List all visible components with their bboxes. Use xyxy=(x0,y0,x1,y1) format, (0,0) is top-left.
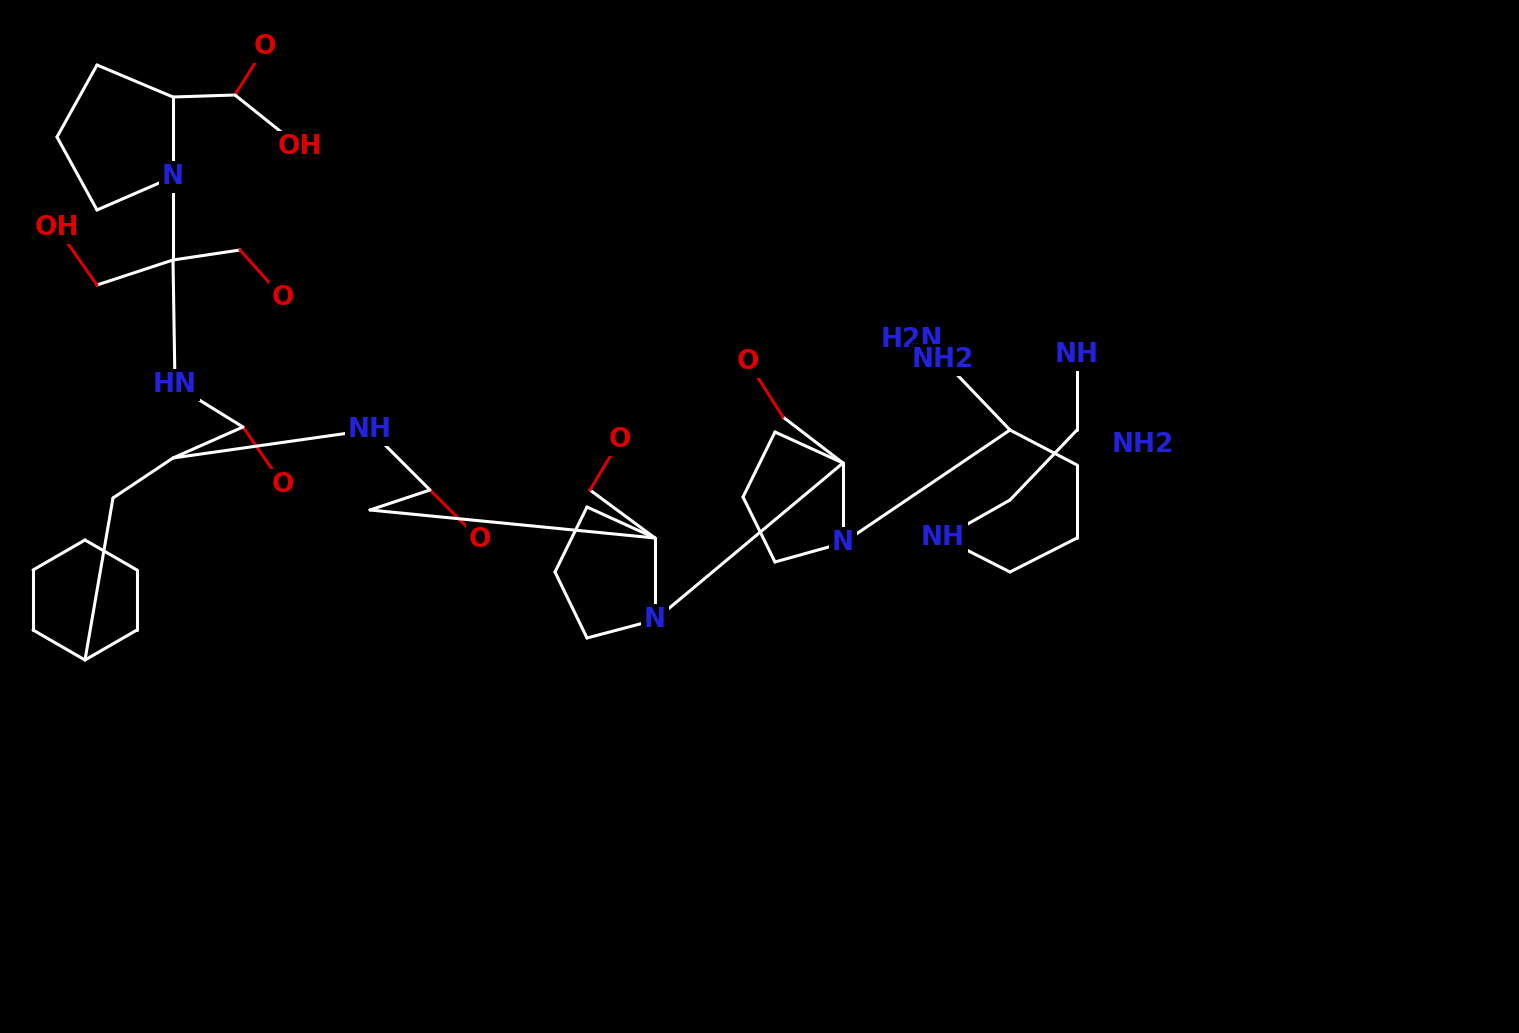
Text: O: O xyxy=(609,427,632,453)
Text: NH2: NH2 xyxy=(1112,432,1174,458)
Text: H2N: H2N xyxy=(881,327,943,353)
Text: O: O xyxy=(254,34,276,60)
Text: N: N xyxy=(832,530,854,556)
Text: NH2: NH2 xyxy=(911,347,974,373)
Text: O: O xyxy=(469,527,491,553)
Text: NH: NH xyxy=(1056,342,1100,368)
Text: N: N xyxy=(644,607,665,633)
Text: NH: NH xyxy=(921,525,965,551)
Text: O: O xyxy=(272,285,295,311)
Text: NH: NH xyxy=(348,417,392,443)
Text: O: O xyxy=(272,472,295,498)
Text: O: O xyxy=(737,349,760,375)
Text: N: N xyxy=(163,164,184,190)
Text: HN: HN xyxy=(153,372,197,398)
Text: OH: OH xyxy=(35,215,79,241)
Text: OH: OH xyxy=(278,134,322,160)
